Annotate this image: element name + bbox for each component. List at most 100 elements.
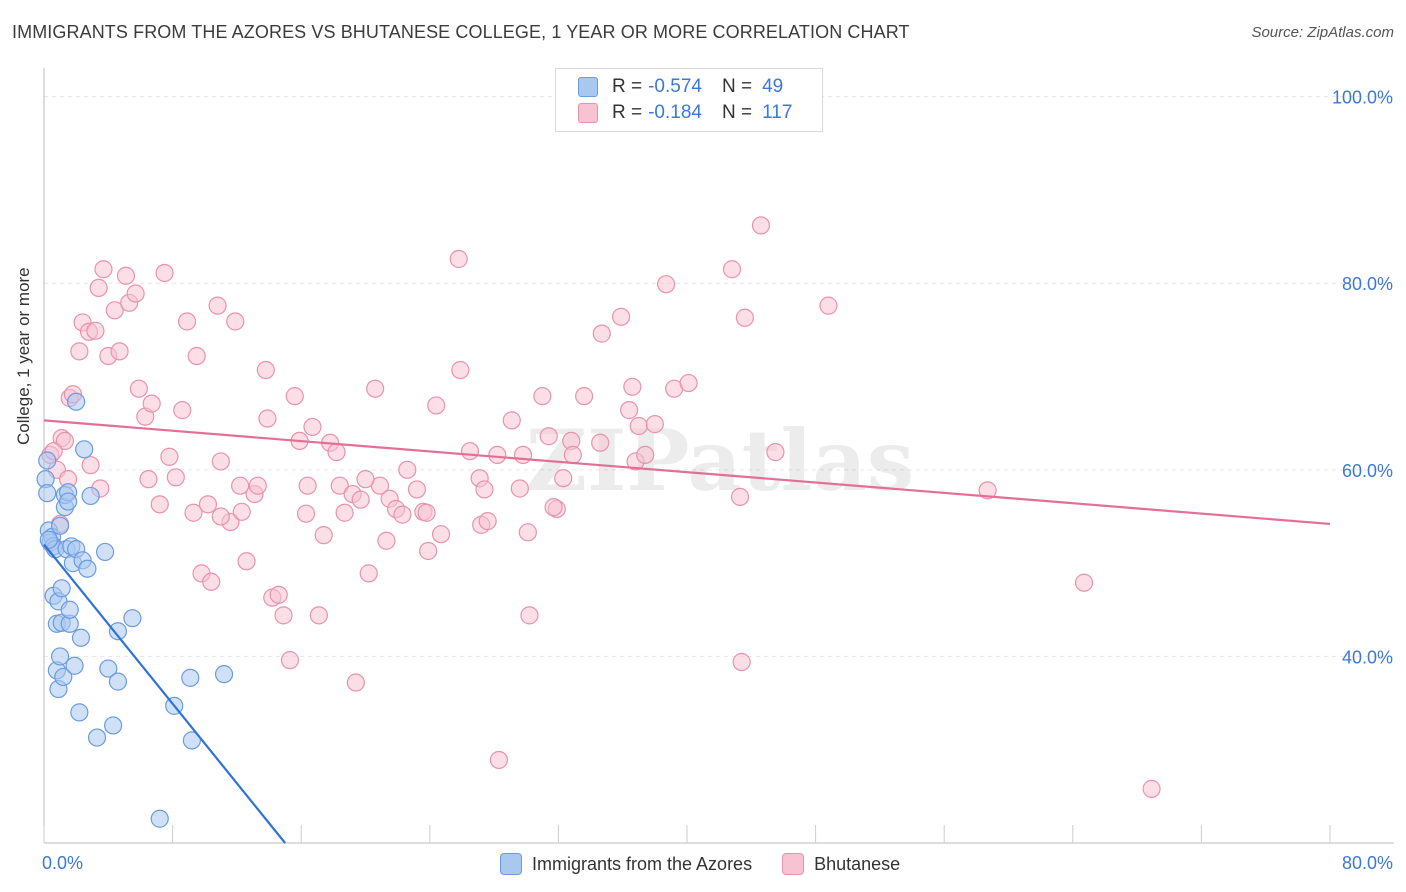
data-point [533,387,552,406]
data-point [475,480,494,499]
data-point [427,396,446,415]
data-point [258,409,277,428]
data-point [177,312,197,331]
data-point [592,324,611,343]
data-point [226,312,245,331]
data-point [645,415,664,434]
data-point [510,479,529,498]
data-point [95,542,115,562]
data-point [309,606,328,625]
data-point [269,585,288,604]
data-point [751,216,771,235]
data-point [71,628,91,647]
data-point [460,442,480,461]
data-point [110,342,129,361]
y-tick-label: 100.0% [1332,88,1393,108]
data-point [202,572,221,591]
data-point [173,401,192,420]
data-point [732,652,751,672]
data-point [819,296,838,315]
data-point [142,394,161,413]
data-point [75,440,94,459]
data-point [303,417,322,437]
data-point [722,260,742,279]
data-point [478,512,497,531]
data-point [620,401,639,420]
data-point [208,296,227,315]
data-point [256,360,275,380]
data-point [1074,573,1094,592]
data-point [623,377,642,396]
data-point [70,342,89,361]
data-point [629,416,648,436]
y-tick-label: 40.0% [1342,647,1393,667]
data-point [419,541,438,561]
legend-item-bhutanese[interactable]: Bhutanese [782,853,900,875]
data-point [285,387,304,406]
data-point [449,249,468,269]
data-point [335,503,354,522]
data-point [108,672,128,691]
data-point [274,606,293,625]
data-point [393,505,412,524]
data-point [38,484,57,503]
data-point [431,525,451,544]
n-value: 117 [762,102,793,123]
data-point [54,667,73,687]
data-point [513,445,533,465]
n-value: 49 [762,76,784,97]
data-point [108,622,128,641]
data-point [978,481,997,500]
data-point [65,656,84,675]
data-point [237,552,256,571]
data-point [86,321,105,340]
r-value: -0.184 [648,102,702,123]
data-point [99,659,118,678]
data-point [280,651,300,670]
source-label: Source: ZipAtlas.com [1251,24,1394,41]
data-point [298,476,317,495]
data-point [184,503,203,522]
data-point [377,531,396,550]
data-point [554,469,573,488]
data-point [50,647,70,666]
legend-label-bhutanese: Bhutanese [814,853,901,874]
data-point [488,445,507,465]
azores-legend-swatch [500,853,522,875]
data-point [123,609,142,628]
data-point [398,460,417,479]
data-point [730,487,750,506]
data-point [78,559,97,578]
data-point [407,480,427,499]
trend-line [43,543,286,844]
data-point [611,307,631,326]
data-point [182,731,201,750]
stats-legend-row-azores: R = -0.574 N = 49 [578,75,783,99]
azores-swatch [578,77,598,97]
data-point [366,379,385,398]
data-point [544,498,563,517]
data-point [166,468,185,487]
data-point [38,451,57,470]
data-point [330,476,349,495]
data-point [346,673,365,692]
data-point [314,526,333,545]
legend-item-azores[interactable]: Immigrants from the Azores [500,853,752,875]
data-point [563,445,582,465]
data-point [50,516,70,535]
data-point [59,492,78,511]
data-point [70,703,89,722]
data-point [735,308,754,327]
watermark: ZIPatlas [526,411,914,510]
r-value: -0.574 [648,76,702,97]
data-point [591,433,610,452]
data-point [67,392,86,411]
data-point [160,447,179,466]
data-point [89,278,108,298]
data-point [231,476,250,495]
data-point [502,411,521,430]
data-point [766,443,785,462]
data-point [211,507,230,526]
data-point [679,373,698,393]
